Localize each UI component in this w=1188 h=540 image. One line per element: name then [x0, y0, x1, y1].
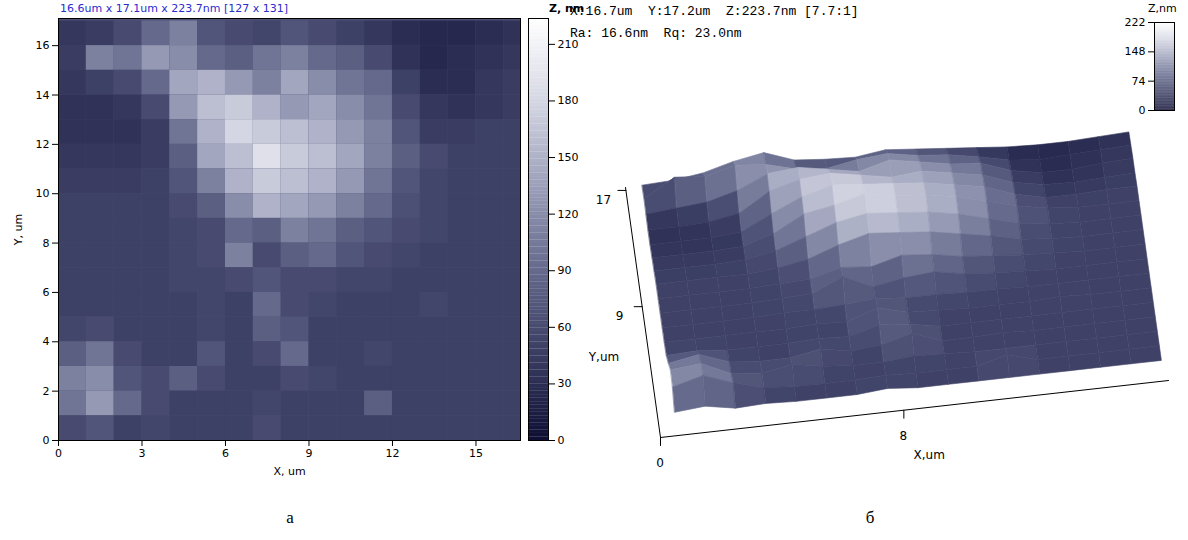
svg-text:3: 3 — [138, 447, 145, 460]
svg-text:222: 222 — [1125, 16, 1146, 29]
svg-text:90: 90 — [558, 264, 572, 277]
html-text:0: 0 — [656, 456, 664, 470]
html-text:X:16.7um Y:17.2um Z:223.7nm [7: X:16.7um Y:17.2um Z:223.7nm [7.7:1] — [570, 4, 859, 19]
html-text:17: 17 — [595, 192, 611, 207]
svg-text:9: 9 — [305, 447, 312, 460]
html-text:б: б — [865, 508, 875, 527]
svg-text:X, um: X, um — [273, 465, 305, 478]
html-text:Z,nm: Z,nm — [1148, 2, 1177, 15]
svg-text:6: 6 — [222, 447, 229, 460]
svg-text:150: 150 — [558, 151, 579, 164]
svg-text:0: 0 — [1139, 104, 1146, 117]
svg-text:0: 0 — [55, 447, 62, 460]
svg-text:15: 15 — [469, 447, 483, 460]
svg-text:0: 0 — [558, 434, 565, 447]
html-text:а: а — [286, 508, 294, 527]
html-text:8: 8 — [899, 428, 908, 443]
svg-text:210: 210 — [557, 37, 579, 51]
svg-text:0: 0 — [43, 434, 50, 447]
svg-text:12: 12 — [385, 447, 399, 460]
svg-text:Y, um: Y, um — [12, 214, 25, 246]
svg-text:4: 4 — [43, 335, 50, 348]
html-text:16.6um x 17.1um x 223.7nm [127: 16.6um x 17.1um x 223.7nm [127 x 131] — [60, 2, 289, 15]
svg-text:8: 8 — [43, 237, 50, 250]
svg-text:74: 74 — [1132, 75, 1146, 88]
svg-text:180: 180 — [558, 94, 579, 107]
html-text:Z, nm: Z, nm — [549, 2, 585, 15]
svg-text:30: 30 — [558, 377, 572, 390]
html-text:Y,um: Y,um — [588, 350, 620, 364]
svg-text:14: 14 — [36, 89, 50, 102]
svg-text:12: 12 — [36, 138, 50, 151]
svg-text:16: 16 — [36, 39, 50, 52]
svg-text:6: 6 — [43, 286, 50, 299]
html-text:X,um: X,um — [913, 447, 945, 462]
html-text:9: 9 — [615, 309, 624, 324]
svg-text:60: 60 — [558, 321, 572, 334]
svg-text:148: 148 — [1125, 45, 1146, 58]
html-text:Ra: 16.6nm Rq: 23.0nm: Ra: 16.6nm Rq: 23.0nm — [570, 26, 742, 41]
svg-text:10: 10 — [36, 187, 50, 200]
svg-text:120: 120 — [558, 208, 579, 221]
svg-text:2: 2 — [43, 385, 50, 398]
